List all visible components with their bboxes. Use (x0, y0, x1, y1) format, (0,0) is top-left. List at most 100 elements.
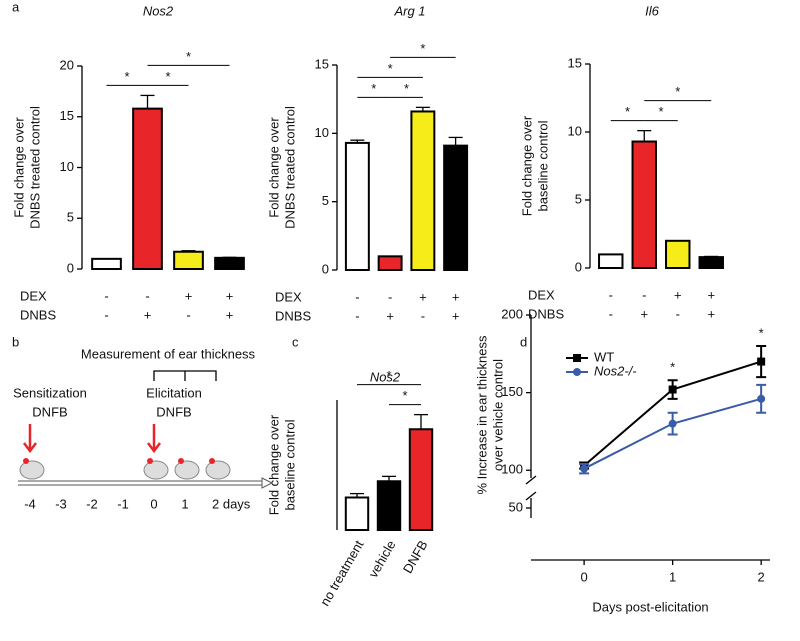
significance-label: * (658, 104, 663, 119)
y-axis-label: % Increase in ear thickness (474, 335, 489, 494)
treatment-sign: + (674, 287, 682, 302)
treatment-sign: - (355, 308, 359, 323)
event-agent: DNFB (32, 404, 67, 419)
legend-label: WT (594, 349, 614, 364)
day-label: -1 (117, 496, 129, 511)
treatment-name: DNBS (275, 308, 311, 323)
panel-label: a (12, 0, 20, 14)
measurement-bracket (153, 370, 217, 381)
bar (132, 107, 163, 270)
measurement-label: Measurement of ear thickness (81, 346, 256, 361)
treatment-sign: + (226, 307, 234, 322)
y-axis-label: DNBS treated control (282, 106, 297, 229)
y-tick-label: 10 (315, 125, 329, 140)
treatment-sign: + (419, 289, 427, 304)
annotation: * (670, 360, 675, 375)
treatment-sign: + (226, 288, 234, 303)
mouse-icon (19, 460, 45, 480)
treatment-sign: + (707, 306, 715, 321)
y-tick-label: 0 (575, 259, 582, 274)
marker (668, 419, 677, 428)
significance-label: * (371, 81, 376, 96)
bar (443, 144, 469, 271)
legend-marker (573, 354, 581, 362)
axis-break (525, 491, 537, 501)
treatment-name: DEX (528, 287, 555, 302)
day-label: -4 (24, 496, 36, 511)
day-label: -2 (86, 496, 98, 511)
bar (344, 496, 370, 531)
event-name: Elicitation (146, 385, 202, 400)
chart-title: Nos2 (370, 369, 401, 384)
treatment-name: DEX (20, 288, 47, 303)
mouse-icon (143, 460, 169, 480)
bar (344, 141, 370, 271)
y-tick-label: 0 (322, 261, 329, 276)
significance-label: * (404, 81, 409, 96)
treatment-sign: + (452, 308, 460, 323)
treatment-sign: - (609, 306, 613, 321)
y-axis-label: Fold change over (266, 117, 281, 218)
day-label: 1 (181, 496, 188, 511)
treatment-sign: - (186, 307, 190, 322)
y-axis-label: baseline control (282, 419, 297, 510)
event-agent: DNFB (156, 404, 191, 419)
treatment-sign: - (642, 287, 646, 302)
treatment-name: DNBS (20, 307, 56, 322)
significance-label: * (388, 61, 393, 76)
timeline-axis (18, 480, 262, 486)
panel-label: d (520, 334, 527, 349)
day-label: -3 (55, 496, 67, 511)
treatment-sign: - (104, 307, 108, 322)
y-tick-label: 10 (60, 159, 74, 174)
mouse-ear (147, 458, 153, 464)
legend-label: Nos2-/- (594, 363, 637, 378)
mouse-ear (23, 458, 29, 464)
y-tick-label: 5 (67, 210, 74, 225)
y-tick-label: 15 (60, 108, 74, 123)
treatment-sign: - (104, 288, 108, 303)
y-tick-label: 5 (322, 193, 329, 208)
treatment-sign: + (144, 307, 152, 322)
x-tick-label: vehicle (365, 538, 398, 581)
marker (757, 357, 766, 366)
treatment-sign: + (707, 287, 715, 302)
x-tick-label: 1 (669, 569, 676, 584)
significance-label: * (386, 368, 391, 383)
day-label: 0 (150, 496, 157, 511)
bar (665, 239, 691, 270)
event-name: Sensitization (13, 385, 87, 400)
significance-label: * (124, 69, 129, 84)
mouse-ear (178, 458, 184, 464)
y-tick-label: 200 (501, 306, 523, 321)
y-tick-label: 15 (568, 55, 582, 70)
event-arrow (23, 424, 37, 454)
bar (377, 255, 403, 272)
treatment-name: DEX (275, 289, 302, 304)
x-tick-label: 0 (580, 569, 587, 584)
y-tick-label: 5 (575, 191, 582, 206)
annotation: * (759, 325, 764, 340)
bar (698, 256, 724, 269)
treatment-name: DNBS (528, 306, 564, 321)
panel-label: c (292, 334, 299, 349)
bar (173, 250, 204, 270)
significance-label: * (625, 104, 630, 119)
bar (214, 256, 245, 270)
marker (757, 394, 766, 403)
bar (91, 257, 122, 271)
timeline-arrow (261, 477, 274, 489)
y-tick-label: 0 (67, 260, 74, 275)
bar (410, 110, 436, 272)
bar (598, 253, 624, 269)
treatment-sign: - (676, 306, 680, 321)
x-axis-label: Days post-elicitation (592, 599, 708, 614)
y-tick-label: 100 (501, 462, 523, 477)
bar (631, 140, 657, 270)
mouse-icon (205, 460, 231, 480)
y-tick-label: 10 (568, 123, 582, 138)
treatment-sign: + (386, 308, 394, 323)
y-axis-label: Fold change over (266, 414, 281, 515)
panel-label: b (12, 334, 19, 349)
